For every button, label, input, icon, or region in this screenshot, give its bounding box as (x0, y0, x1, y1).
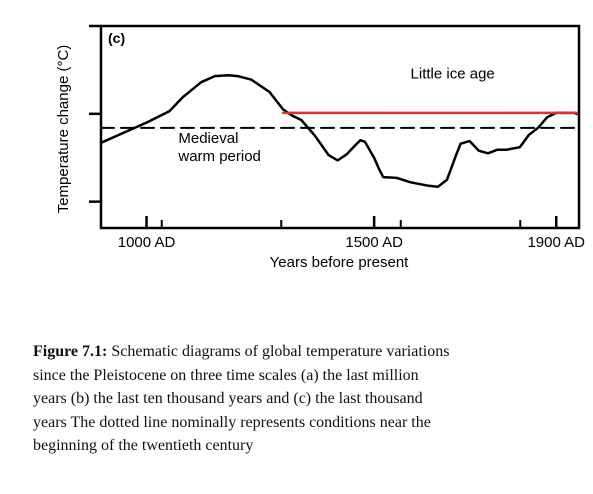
caption-text-1: Schematic diagrams of global temperature… (107, 343, 450, 360)
x-tick-label-1: 1500 AD (345, 234, 403, 251)
series-line-0 (99, 73, 578, 188)
caption-line-5: beginning of the twentieth century (33, 437, 254, 454)
caption-line-2: since the Pleistocene on three time scal… (33, 366, 419, 384)
x-tick-label-0: 1000 AD (118, 234, 176, 251)
annotation-1-line-1: warm period (177, 148, 261, 165)
chart-series (99, 73, 580, 188)
y-axis-label: Temperature change (°C) (55, 45, 72, 214)
caption-line-4: years The dotted line nominally represen… (33, 413, 431, 431)
x-tick-label-2: 1900 AD (527, 234, 585, 251)
caption-line-1: Figure 7.1: Schematic diagrams of global… (33, 340, 583, 364)
figure-caption: Figure 7.1: Schematic diagrams of global… (33, 340, 583, 458)
annotation-0-line-0: Little ice age (411, 66, 495, 83)
caption-lead: Figure 7.1: (33, 343, 108, 360)
temperature-chart: 1000 AD 1500 AD 1900 AD (c) Little ice age Me… (55, 24, 585, 271)
annotation-1-line-0: Medieval (178, 130, 238, 147)
chart-labels: 1000 AD 1500 AD 1900 AD (c) Little ice age Me… (55, 30, 585, 271)
panel-label: (c) (108, 30, 125, 46)
x-axis-label: Years before present (270, 254, 410, 271)
annotation-0: Little ice age (411, 66, 495, 83)
caption-line-3: years (b) the last ten thousand years an… (33, 390, 423, 407)
annotation-1: Medieval warm period (177, 130, 261, 165)
